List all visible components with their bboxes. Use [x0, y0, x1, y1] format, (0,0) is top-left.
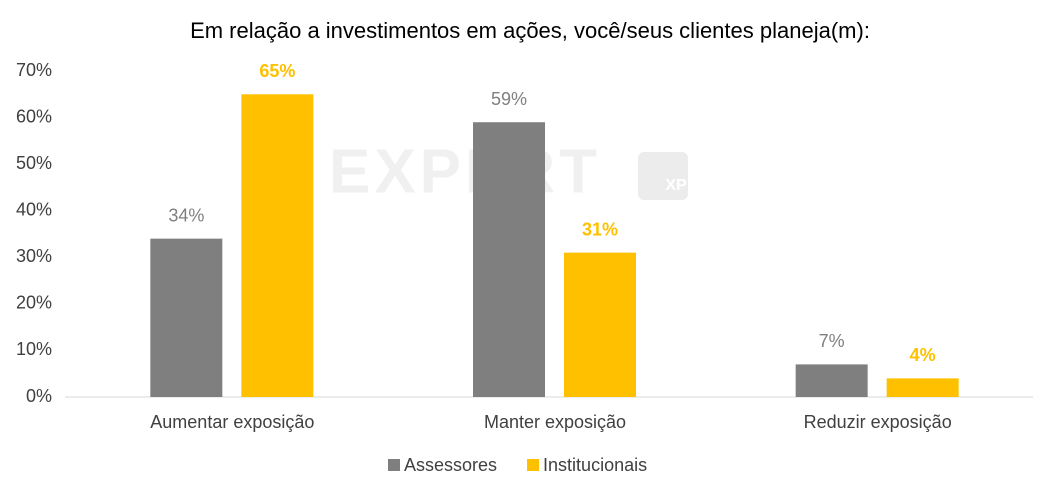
y-tick-label: 0%: [26, 386, 52, 406]
chart-title: Em relação a investimentos em ações, voc…: [190, 18, 870, 43]
bar: [564, 252, 636, 397]
data-label: 7%: [819, 331, 845, 351]
watermark-badge-text: XP: [665, 177, 687, 194]
x-tick-label: Aumentar exposição: [150, 412, 314, 432]
watermark-badge: [638, 152, 688, 200]
legend-swatch: [527, 459, 540, 471]
y-tick-label: 20%: [16, 293, 52, 313]
x-tick-label: Manter exposição: [484, 412, 626, 432]
data-label: 4%: [910, 345, 936, 365]
data-label: 31%: [582, 219, 618, 239]
y-tick-label: 50%: [16, 153, 52, 173]
y-tick-label: 30%: [16, 246, 52, 266]
legend-label: Assessores: [404, 455, 497, 475]
y-tick-label: 60%: [16, 106, 52, 126]
watermark: EXPERT: [329, 137, 601, 206]
bar: [150, 238, 223, 397]
bar: [795, 364, 868, 397]
y-tick-label: 70%: [16, 60, 52, 80]
legend-label: Institucionais: [543, 455, 647, 475]
x-tick-label: Reduzir exposição: [804, 412, 952, 432]
bar: [473, 122, 545, 397]
bar: [886, 378, 959, 397]
data-label: 59%: [491, 89, 527, 109]
y-tick-label: 10%: [16, 339, 52, 359]
legend-swatch: [388, 459, 400, 471]
data-label: 65%: [259, 61, 295, 81]
bar: [241, 94, 314, 398]
y-tick-label: 40%: [16, 199, 52, 219]
data-label: 34%: [168, 205, 204, 225]
